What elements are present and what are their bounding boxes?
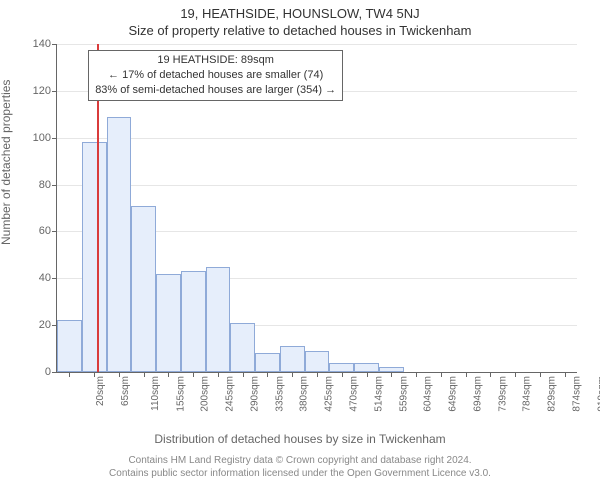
- histogram-bar: [255, 353, 280, 372]
- annotation-line-3: 83% of semi-detached houses are larger (…: [95, 83, 336, 98]
- xtick-mark: [119, 372, 120, 377]
- footer-line-2: Contains public sector information licen…: [0, 467, 600, 480]
- xtick-mark: [367, 372, 368, 377]
- xtick-label: 425sqm: [324, 376, 335, 412]
- xtick-label: 919sqm: [596, 376, 600, 412]
- xtick-mark: [391, 372, 392, 377]
- xtick-label: 110sqm: [150, 376, 161, 411]
- xtick-label: 559sqm: [398, 376, 409, 412]
- histogram-bar: [354, 363, 379, 372]
- xtick-label: 65sqm: [120, 376, 131, 406]
- histogram-bar: [156, 274, 181, 372]
- ytick-label: 40: [39, 272, 57, 284]
- gridline: [57, 185, 577, 186]
- histogram-bar: [230, 323, 255, 372]
- ytick-label: 120: [33, 85, 57, 97]
- y-axis-label: Number of detached properties: [0, 80, 13, 245]
- xtick-mark: [317, 372, 318, 377]
- chart-subtitle: Size of property relative to detached ho…: [0, 21, 600, 40]
- xtick-mark: [243, 372, 244, 377]
- histogram-bar: [57, 320, 82, 372]
- attribution-footer: Contains HM Land Registry data © Crown c…: [0, 450, 600, 480]
- histogram-bar: [305, 351, 330, 372]
- xtick-mark: [193, 372, 194, 377]
- gridline: [57, 44, 577, 45]
- xtick-label: 245sqm: [225, 376, 236, 412]
- xtick-label: 784sqm: [522, 376, 533, 412]
- xtick-label: 335sqm: [274, 376, 285, 412]
- plot-area: 02040608010012014020sqm65sqm110sqm155sqm…: [56, 44, 577, 373]
- xtick-label: 20sqm: [95, 376, 106, 406]
- xtick-mark: [292, 372, 293, 377]
- xtick-mark: [540, 372, 541, 377]
- histogram-bar: [206, 267, 231, 372]
- xtick-mark: [69, 372, 70, 377]
- xtick-mark: [144, 372, 145, 377]
- xtick-mark: [565, 372, 566, 377]
- xtick-label: 514sqm: [373, 376, 384, 412]
- histogram-bar: [82, 142, 107, 372]
- xtick-mark: [94, 372, 95, 377]
- xtick-label: 470sqm: [349, 376, 360, 412]
- xtick-mark: [490, 372, 491, 377]
- histogram-bar: [329, 363, 354, 372]
- xtick-label: 290sqm: [250, 376, 261, 412]
- xtick-mark: [441, 372, 442, 377]
- xtick-mark: [267, 372, 268, 377]
- xtick-label: 155sqm: [175, 376, 186, 412]
- ytick-label: 0: [45, 366, 57, 378]
- xtick-mark: [218, 372, 219, 377]
- chart-container: Number of detached properties 0204060801…: [0, 40, 600, 450]
- xtick-mark: [168, 372, 169, 377]
- histogram-bar: [107, 117, 132, 372]
- histogram-bar: [131, 206, 156, 372]
- ytick-label: 60: [39, 225, 57, 237]
- ytick-label: 80: [39, 179, 57, 191]
- footer-line-1: Contains HM Land Registry data © Crown c…: [0, 454, 600, 467]
- xtick-mark: [466, 372, 467, 377]
- histogram-bar: [280, 346, 305, 372]
- xtick-label: 604sqm: [423, 376, 434, 412]
- xtick-mark: [416, 372, 417, 377]
- histogram-bar: [181, 271, 206, 372]
- page-title: 19, HEATHSIDE, HOUNSLOW, TW4 5NJ: [0, 0, 600, 21]
- xtick-label: 829sqm: [547, 376, 558, 412]
- xtick-label: 649sqm: [448, 376, 459, 412]
- xtick-label: 739sqm: [497, 376, 508, 412]
- xtick-label: 874sqm: [571, 376, 582, 412]
- x-axis-label: Distribution of detached houses by size …: [0, 432, 600, 446]
- ytick-label: 100: [33, 132, 57, 144]
- annotation-line-2: ← 17% of detached houses are smaller (74…: [95, 68, 336, 83]
- xtick-mark: [342, 372, 343, 377]
- ytick-label: 140: [33, 38, 57, 50]
- annotation-line-1: 19 HEATHSIDE: 89sqm: [95, 53, 336, 68]
- xtick-mark: [515, 372, 516, 377]
- xtick-label: 694sqm: [472, 376, 483, 412]
- ytick-label: 20: [39, 319, 57, 331]
- xtick-label: 200sqm: [200, 376, 211, 412]
- annotation-box: 19 HEATHSIDE: 89sqm← 17% of detached hou…: [88, 50, 343, 101]
- xtick-label: 380sqm: [299, 376, 310, 412]
- gridline: [57, 138, 577, 139]
